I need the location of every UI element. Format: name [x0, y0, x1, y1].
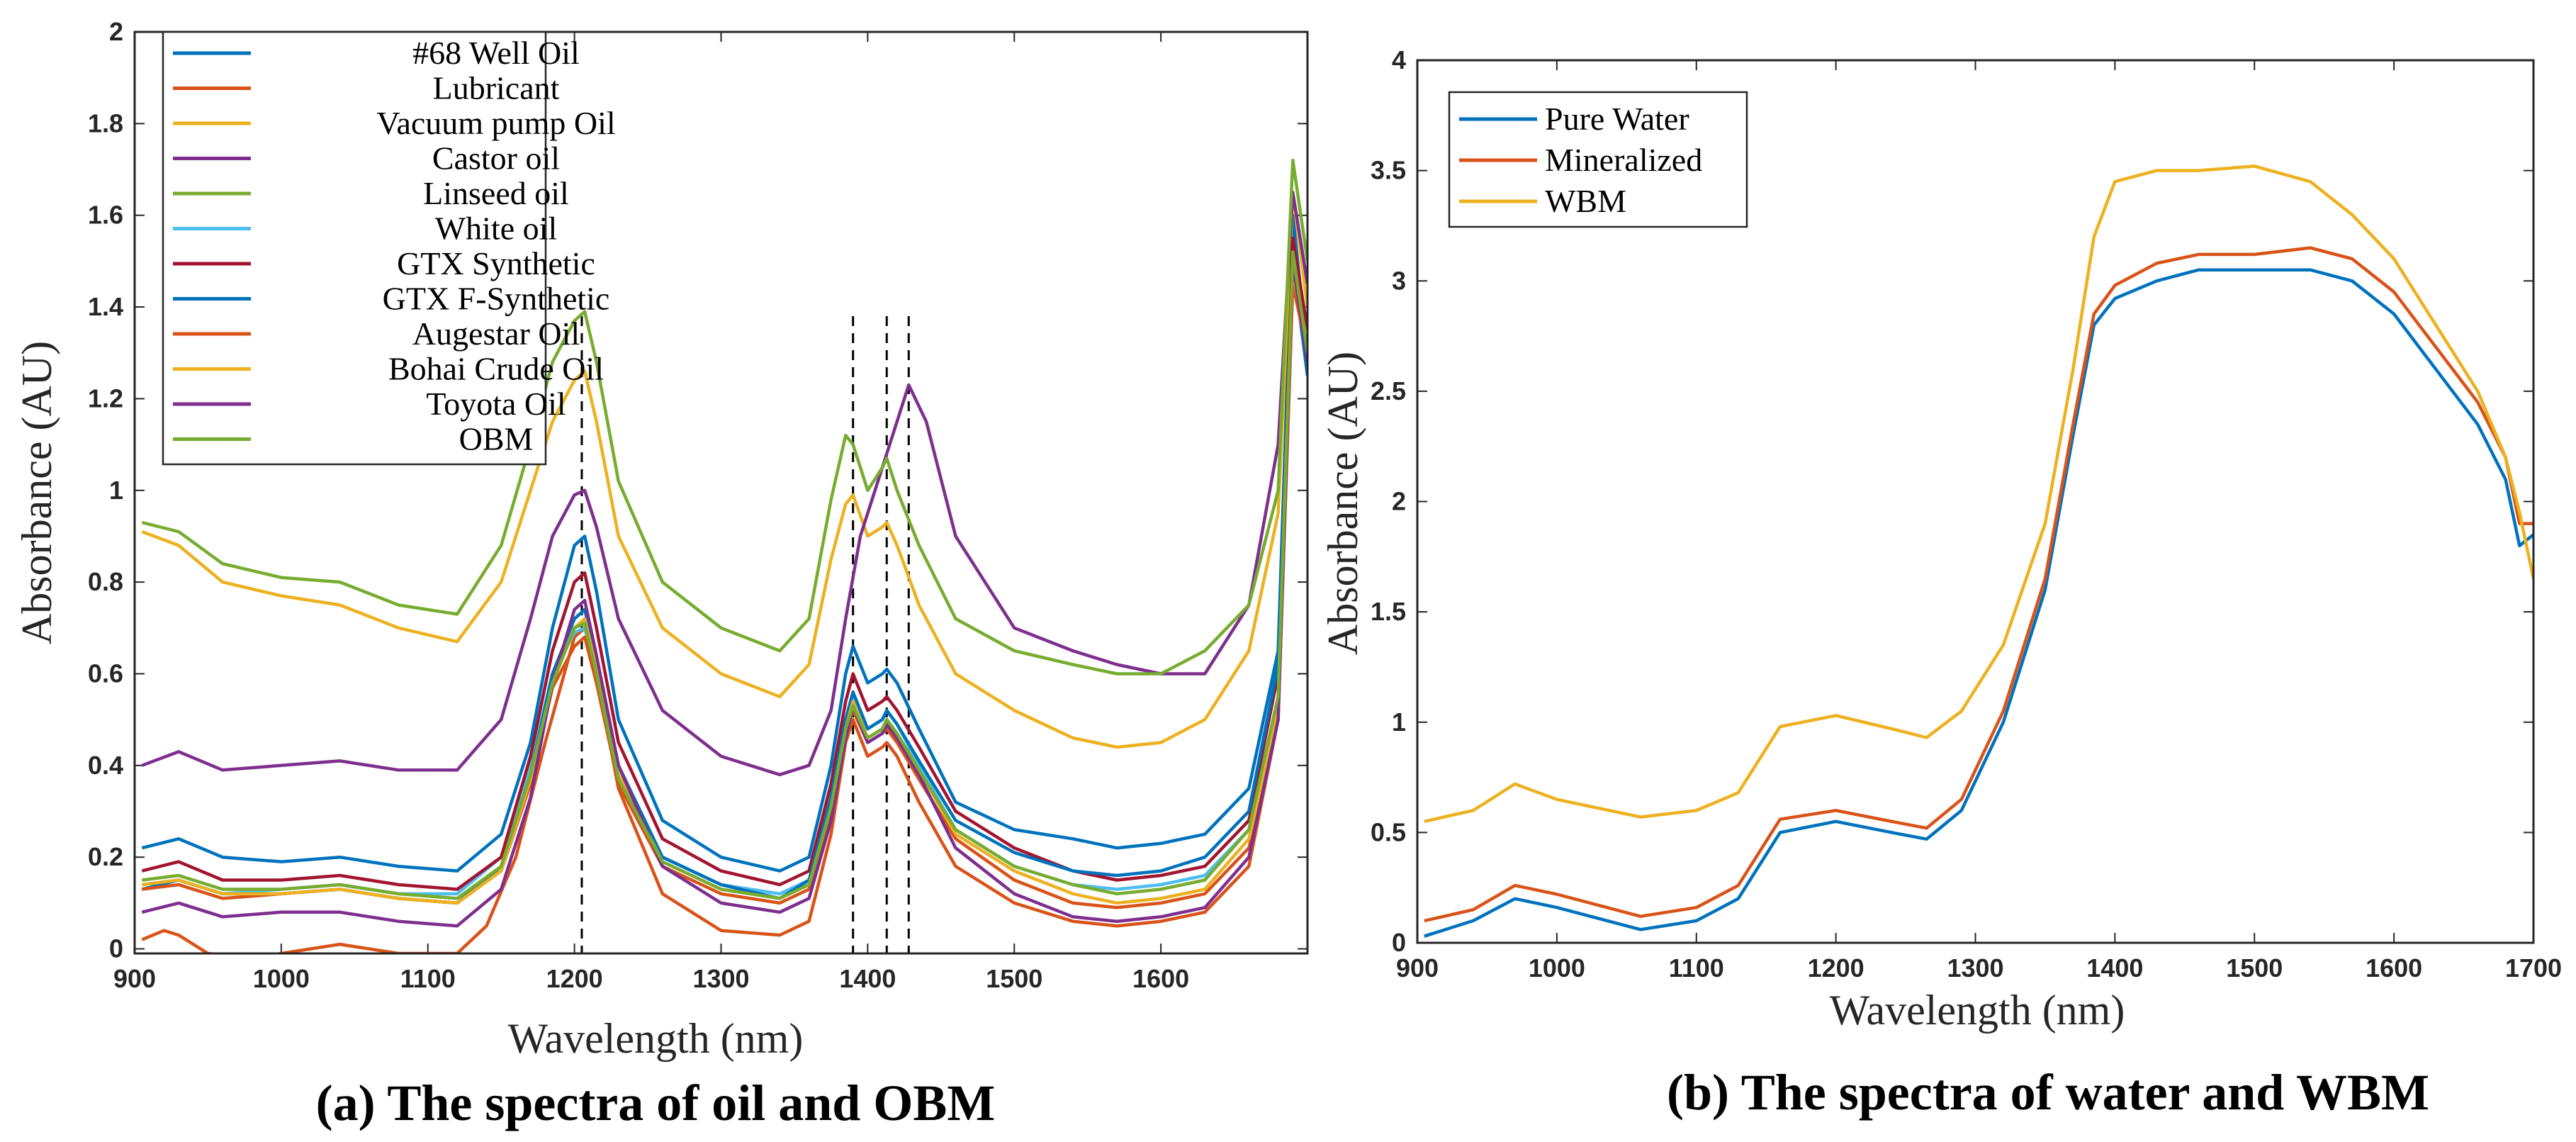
y-tick-label: 1.6: [88, 201, 123, 230]
y-tick-label: 0.2: [88, 842, 123, 871]
oil-chart-plot-frame: [133, 30, 1309, 955]
y-tick-label: 1.2: [88, 384, 123, 413]
x-tick-label: 1600: [2366, 953, 2422, 983]
legend-entry-mineralized: Mineralized: [1545, 142, 1702, 178]
series-line-obm: [142, 250, 1307, 900]
series-line-mineralized: [1424, 246, 2533, 923]
y-tick-label: 0.6: [88, 659, 123, 688]
x-tick-label: 1400: [2086, 953, 2143, 983]
x-tick-label: 1300: [1947, 953, 2003, 983]
legend-entry-white-oil: White oil: [435, 211, 557, 247]
oil-chart-x-tick-labels: 900 1000 1100 1200 1300 1400 1500 1600: [113, 964, 1189, 993]
y-tick-label: 0.4: [88, 751, 123, 780]
oil-chart-series-lines: [141, 158, 1307, 953]
y-tick-label: 1: [1392, 707, 1406, 737]
y-tick-label: 4: [1392, 45, 1406, 74]
series-line-castor-oil: [141, 191, 1307, 777]
series-line-pure-water: [1424, 268, 2533, 938]
x-tick-label: 1200: [546, 964, 603, 993]
series-line-toyota-oil: [141, 259, 1307, 928]
legend-entry-pure-water: Pure Water: [1545, 101, 1689, 137]
y-tick-label: 3: [1392, 266, 1406, 295]
x-tick-label: 1100: [400, 964, 456, 993]
water-chart-x-tick-labels: 900 1000 1100 1200 1300 1400 1500 1600 1700: [1396, 953, 2562, 983]
legend-box: [162, 30, 547, 466]
oil-chart-y-tick-labels: 0 0.2 0.4 0.6 0.8 1 1.2 1.4 1.6 1.8 2: [88, 17, 123, 963]
oil-chart-caption: (a) The spectra of oil and OBM: [316, 1075, 996, 1131]
legend-entry-gtx-f-synthetic: GTX F-Synthetic: [383, 281, 610, 317]
y-tick-label: 0: [1392, 928, 1406, 957]
x-tick-label: 1100: [1669, 953, 1724, 983]
legend-entry-wbm: WBM: [1545, 183, 1626, 219]
legend-entry-vacuum-pump-oil: Vacuum pump Oil: [376, 105, 615, 141]
y-tick-label: 1.5: [1371, 597, 1406, 626]
y-tick-label: 3.5: [1371, 156, 1406, 185]
water-chart-plot-frame: [1416, 59, 2535, 944]
oil-chart-x-axis-label: Wavelength (nm): [508, 1015, 804, 1062]
y-tick-label: 1.4: [88, 292, 123, 321]
x-tick-label: 1500: [2226, 953, 2283, 983]
chart-panel-oil-obm: 900 1000 1100 1200 1300 1400 1500 1600 00.20.40…: [13, 17, 1309, 1131]
legend-entry-68-well-oil: #68 Well Oil: [412, 35, 580, 71]
y-tick-label: 2: [1392, 487, 1406, 516]
series-line-linseed-oil: [141, 158, 1307, 676]
series-line-vacuum-pump-oil: [141, 191, 1307, 749]
legend-entry-bohai-crude-oil: Bohai Crude Oil: [388, 351, 604, 387]
y-tick-label: 0.8: [88, 567, 123, 596]
legend-entry-augestar-oil: Augestar Oil: [412, 315, 580, 352]
series-line-wbm: [1424, 164, 2533, 823]
y-tick-label: 0: [109, 934, 123, 963]
x-tick-label: 1300: [692, 964, 749, 993]
y-tick-label: 2: [109, 17, 123, 46]
y-tick-label: 0.5: [1371, 817, 1406, 846]
x-tick-label: 900: [1396, 953, 1439, 983]
oil-chart-dashed-peak-markers: [580, 315, 910, 953]
x-tick-label: 1700: [2505, 953, 2562, 983]
x-tick-label: 1200: [1808, 953, 1864, 983]
oil-chart-y-axis-label: Absorbance (AU): [13, 341, 60, 644]
water-chart-series-lines: [1424, 164, 2533, 938]
series-line-lubricant: [141, 236, 1307, 953]
x-tick-label: 1600: [1132, 964, 1189, 993]
y-tick-label: 1.8: [88, 108, 123, 138]
legend-entry-toyota-oil: Toyota Oil: [426, 386, 566, 422]
series-line-68-well-oil: [141, 213, 1307, 873]
y-tick-label: 1: [109, 476, 123, 505]
legend-entry-linseed-oil: Linseed oil: [423, 175, 569, 211]
water-chart-x-axis-label: Wavelength (nm): [1830, 987, 2125, 1034]
series-line-gtx-synthetic: [141, 236, 1307, 891]
x-tick-label: 1000: [253, 964, 310, 993]
water-chart-y-tick-labels: 0 0.5 1 1.5 2 2.5 3 3.5 4: [1371, 45, 1406, 957]
legend-entry-castor-oil: Castor oil: [432, 140, 560, 177]
chart-panel-water-wbm: 900 1000 1100 1200 1300 1400 1500 1600 1700 0 0.5…: [1320, 45, 2562, 1121]
water-chart-y-axis-label: Absorbance (AU): [1320, 352, 1366, 655]
legend-entry-lubricant: Lubricant: [433, 70, 560, 106]
x-tick-label: 1500: [986, 964, 1042, 993]
legend-entry-gtx-synthetic: GTX Synthetic: [397, 245, 595, 281]
x-tick-label: 1400: [839, 964, 896, 993]
y-tick-label: 2.5: [1371, 376, 1406, 405]
water-chart-legend: Pure Water Mineralized WBM: [1448, 91, 1748, 228]
water-chart-caption: (b) The spectra of water and WBM: [1667, 1064, 2429, 1121]
x-tick-label: 900: [113, 964, 156, 993]
x-tick-label: 1000: [1529, 953, 1585, 983]
legend-entry-obm: OBM: [459, 421, 534, 457]
